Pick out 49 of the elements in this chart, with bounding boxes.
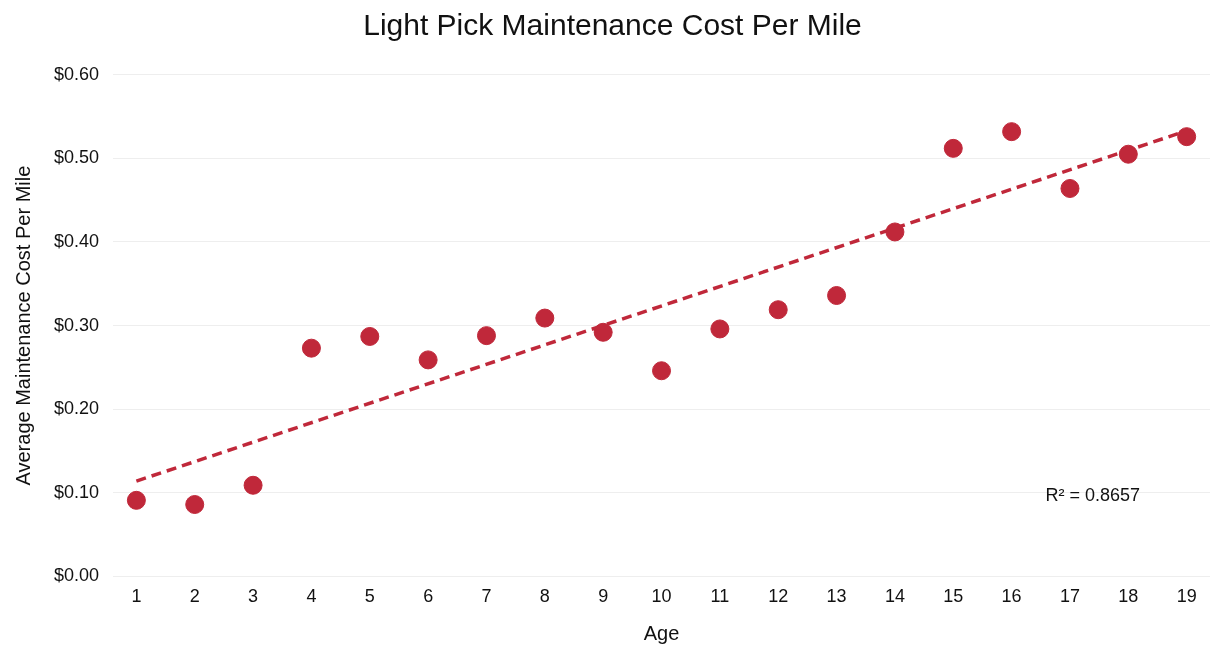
x-tick-label: 2 (189, 586, 200, 607)
point (710, 319, 730, 339)
point (476, 326, 496, 346)
point (827, 286, 847, 305)
x-tick-label: 12 (768, 586, 789, 607)
point (1002, 122, 1022, 142)
x-tick-label: 15 (943, 586, 964, 607)
x-tick-label: 4 (306, 586, 317, 607)
x-tick-label: 16 (1001, 586, 1022, 607)
point (243, 475, 263, 495)
x-tick-label: 5 (364, 586, 375, 607)
x-tick-label: 18 (1118, 586, 1139, 607)
x-tick-label: 17 (1059, 586, 1080, 607)
y-tick-label: $0.10 (54, 481, 100, 502)
point (943, 138, 963, 158)
x-tick-label: 6 (423, 586, 434, 607)
chart-title: Light Pick Maintenance Cost Per Mile (362, 8, 863, 42)
y-tick-label: $0.60 (54, 63, 100, 84)
point (593, 322, 613, 342)
y-axis-title: Average Maintenance Cost Per Mile (11, 165, 34, 486)
x-tick-label: 19 (1176, 586, 1197, 607)
point (1118, 144, 1138, 164)
point (535, 308, 555, 328)
point (768, 300, 788, 320)
y-tick-label: $0.40 (54, 230, 100, 251)
y-tick-label: $0.00 (54, 565, 100, 586)
annotation: R² = 0.8657 (1045, 485, 1140, 506)
point (185, 495, 205, 514)
point (418, 350, 438, 370)
x-tick-label: 10 (651, 586, 672, 607)
x-tick-label: 13 (826, 586, 847, 607)
point (126, 490, 146, 510)
x-tick-label: 9 (598, 586, 609, 607)
y-tick-label: $0.30 (54, 314, 100, 335)
point (360, 326, 380, 346)
point (885, 222, 905, 242)
x-tick-label: 3 (248, 586, 259, 607)
y-tick-label: $0.50 (54, 147, 100, 168)
point (1060, 179, 1080, 198)
x-tick-label: 8 (539, 586, 550, 607)
point (301, 338, 321, 358)
y-tick-label: $0.20 (54, 398, 100, 419)
x-tick-label: 7 (481, 586, 492, 607)
point (652, 361, 672, 381)
point (1177, 127, 1197, 147)
x-tick-label: 11 (710, 586, 730, 607)
x-tick-label: 1 (131, 586, 142, 607)
x-tick-label: 14 (884, 586, 905, 607)
x-axis-title: Age (643, 621, 680, 644)
